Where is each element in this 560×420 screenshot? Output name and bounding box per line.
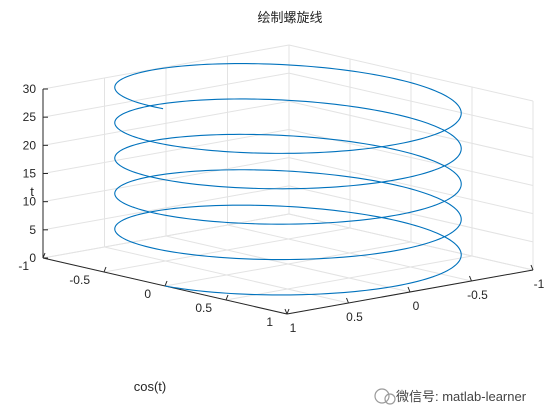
grid-line: [288, 185, 534, 243]
grid-line: [225, 255, 473, 301]
grid-line: [42, 44, 290, 90]
z-tick-label: 25: [23, 110, 37, 124]
grid-line: [42, 100, 290, 146]
grid-line: [288, 100, 534, 158]
chart-title: 绘制螺旋线: [257, 10, 322, 25]
y-tick-label: 1: [266, 315, 273, 329]
x-tick-mark: [284, 308, 288, 315]
grid-line: [103, 227, 351, 273]
y-tick-mark: [42, 252, 46, 259]
y-tick-label: -0.5: [69, 273, 90, 287]
z-tick-label: 30: [23, 82, 37, 96]
grid-lines: [42, 44, 534, 315]
z-axis-label: t: [30, 184, 34, 199]
grid-line: [42, 129, 290, 174]
grid-line: [288, 213, 534, 271]
grid-line: [288, 44, 534, 102]
y-tick-label: 0.5: [195, 301, 212, 315]
x-tick-mark: [407, 286, 411, 293]
z-tick-label: 0: [29, 251, 36, 265]
grid-line: [164, 241, 412, 287]
wechat-logo-icon: [374, 388, 390, 404]
x-axis-label: cos(t): [134, 379, 167, 394]
x-tick-label: -1: [534, 277, 545, 291]
grid-line: [42, 72, 290, 118]
x-tick-label: 1: [290, 321, 297, 335]
x-tick-mark: [530, 264, 534, 271]
wechat-logo-icon: [384, 393, 396, 405]
x-tick-label: -0.5: [467, 288, 488, 302]
y-tick-mark: [164, 280, 168, 287]
axis-lines: [42, 88, 534, 315]
x-tick-mark: [469, 275, 472, 282]
tick-labels: 0 5 10 15 20 25 30 -1 -0.5 0 0.5 1 -1 -0.5 0 0.5 1: [18, 82, 544, 335]
grid-line: [288, 157, 534, 215]
y-tick-label: -1: [18, 259, 29, 273]
x-tick-mark: [346, 297, 349, 304]
z-tick-label: 5: [29, 223, 36, 237]
series-helix: [114, 63, 462, 296]
watermark: 微信号: matlab-learner: [374, 388, 527, 405]
grid-line: [42, 213, 290, 259]
y-tick-mark: [103, 266, 107, 273]
y-tick-mark: [286, 308, 290, 315]
grid-line: [288, 72, 534, 130]
z-tick-label: 15: [23, 167, 37, 181]
x-tick-label: 0: [413, 299, 420, 313]
grid-line: [42, 185, 290, 231]
z-tick-label: 20: [23, 138, 37, 152]
y-tick-mark: [225, 294, 229, 301]
x-tick-label: 0.5: [346, 310, 363, 324]
watermark-text: 微信号: matlab-learner: [396, 389, 527, 404]
y-tick-label: 0: [144, 287, 151, 301]
z-tick-label: 10: [23, 195, 37, 209]
helix-line: [114, 63, 462, 296]
